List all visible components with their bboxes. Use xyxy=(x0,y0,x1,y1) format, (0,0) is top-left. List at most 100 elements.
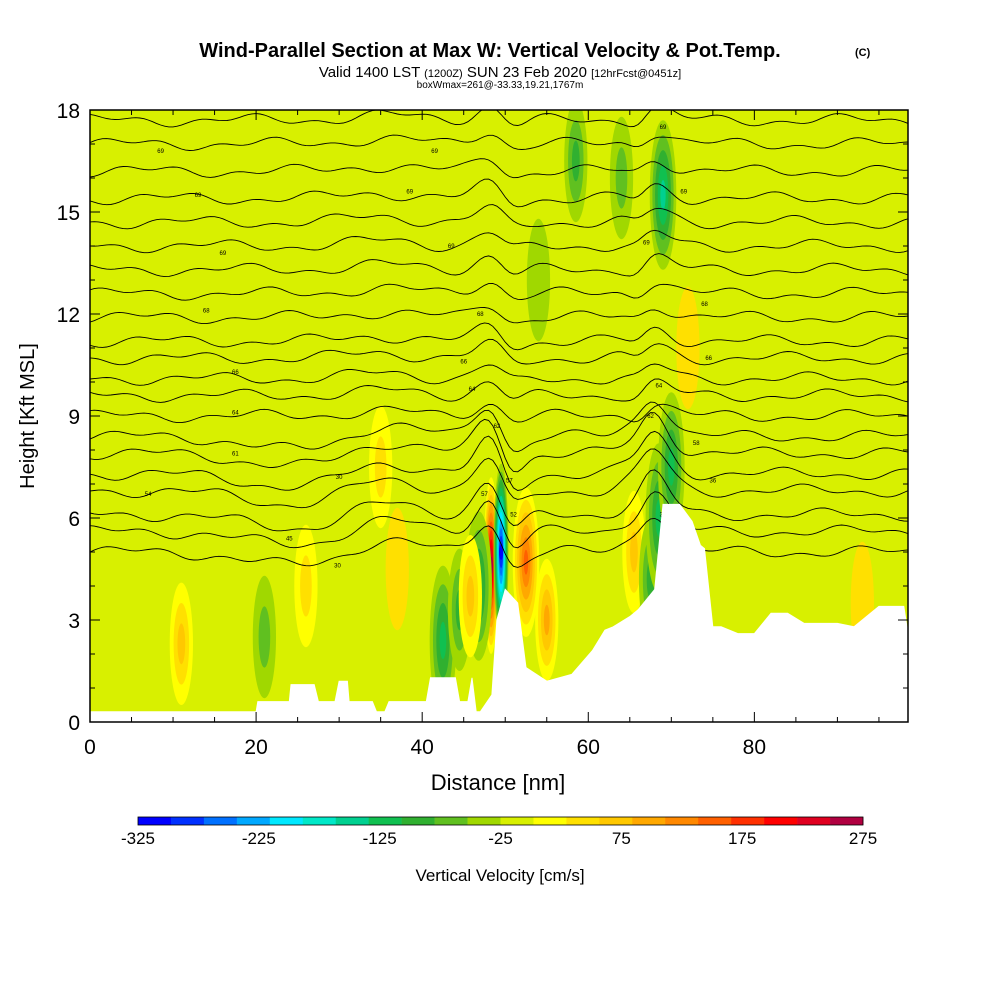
colorbar-swatch xyxy=(335,817,369,825)
theta-contour xyxy=(90,282,908,301)
subtitle-zulu: (1200Z) xyxy=(424,68,463,80)
velocity-band xyxy=(374,436,387,498)
theta-contour xyxy=(90,253,908,278)
theta-contour xyxy=(90,178,908,208)
velocity-band xyxy=(499,543,504,561)
velocity-band xyxy=(526,218,551,342)
contour-label: 54 xyxy=(145,492,152,498)
theta-contour xyxy=(90,430,908,491)
chart-subtitle-2: boxWmax=261@-33.33,19.21,1767m xyxy=(417,80,584,91)
colorbar-swatch xyxy=(203,817,238,825)
colorbar-swatch xyxy=(731,817,765,825)
contour-label: 68 xyxy=(477,312,484,318)
theta-contour xyxy=(90,491,908,549)
contour-label: 68 xyxy=(203,309,210,315)
theta-contour xyxy=(90,517,908,568)
subtitle-date: SUN 23 Feb 2020 xyxy=(467,64,587,81)
contour-label: 57 xyxy=(506,479,513,485)
colorbar-tick-label: 75 xyxy=(612,829,631,848)
colorbar-swatch xyxy=(500,817,534,825)
velocity-band xyxy=(543,604,550,636)
velocity-cell xyxy=(458,535,482,658)
colorbar-swatch xyxy=(467,817,501,825)
theta-contour xyxy=(90,110,908,128)
colorbar-tick-label: -125 xyxy=(363,829,397,848)
x-axis: 0 20 40 60 80 xyxy=(84,110,880,759)
velocity-cell xyxy=(252,575,277,699)
velocity-cell xyxy=(609,116,634,240)
velocity-band xyxy=(523,549,529,575)
velocity-band xyxy=(300,555,312,617)
contour-label: 52 xyxy=(510,513,517,519)
colorbar-swatch xyxy=(170,817,205,825)
colorbar-label: Vertical Velocity [cm/s] xyxy=(415,866,584,885)
contour-label: 64 xyxy=(232,411,239,417)
y-tick-label: 9 xyxy=(68,406,80,429)
colorbar-swatch xyxy=(236,817,271,825)
x-tick-label: 80 xyxy=(743,736,766,759)
theta-contour xyxy=(90,307,908,325)
theta-contour xyxy=(90,448,908,509)
chart-title: Wind-Parallel Section at Max W: Vertical… xyxy=(199,40,780,62)
velocity-cell xyxy=(369,405,393,529)
theta-contour xyxy=(90,322,908,351)
y-axis-label: Height [Kft MSL] xyxy=(17,343,39,489)
x-tick-label: 40 xyxy=(411,736,434,759)
title-mark: (C) xyxy=(855,47,871,59)
theta-contour xyxy=(90,338,908,366)
contour-label: 64 xyxy=(469,387,476,393)
contour-label: 62 xyxy=(494,424,501,430)
x-tick-label: 60 xyxy=(577,736,600,759)
contour-label: 36 xyxy=(709,479,716,485)
velocity-band xyxy=(439,621,447,660)
velocity-band xyxy=(615,147,628,209)
velocity-cell xyxy=(526,218,551,342)
velocity-band xyxy=(258,606,271,668)
velocity-band xyxy=(660,180,666,210)
colorbar-swatch xyxy=(830,817,864,825)
subtitle-valid: Valid 1400 LST xyxy=(319,64,420,81)
velocity-cell xyxy=(385,507,409,631)
colorbar-swatch xyxy=(632,817,666,825)
contour-label: 69 xyxy=(448,244,455,250)
velocity-cell xyxy=(535,558,559,682)
contour-label: 69 xyxy=(680,190,687,196)
colorbar: -325 -225 -125 -25 75 175 275 xyxy=(121,816,877,848)
colorbar-swatch xyxy=(434,817,468,825)
theta-contour xyxy=(90,412,908,473)
contour-label: 69 xyxy=(220,251,227,257)
colorbar-swatch xyxy=(269,817,304,825)
theta-contour xyxy=(90,229,908,254)
theta-contour xyxy=(90,401,908,453)
x-tick-label: 0 xyxy=(84,736,96,759)
velocity-band xyxy=(667,448,675,486)
theta-contour xyxy=(90,134,908,151)
theta-contours xyxy=(90,110,908,568)
colorbar-tick-label: -325 xyxy=(121,829,155,848)
colorbar-swatch xyxy=(368,817,402,825)
colorbar-swatch xyxy=(764,817,798,825)
contour-label: 69 xyxy=(660,125,667,131)
y-tick-label: 12 xyxy=(57,304,80,327)
y-tick-label: 6 xyxy=(68,508,80,531)
colorbar-swatch xyxy=(797,817,831,825)
contour-label: 69 xyxy=(643,241,650,247)
colorbar-swatch xyxy=(665,817,699,825)
y-tick-label: 15 xyxy=(57,202,80,225)
theta-contour xyxy=(90,363,908,386)
y-tick-label: 0 xyxy=(68,712,80,735)
theta-contour xyxy=(90,158,908,179)
colorbar-swatch xyxy=(401,817,435,825)
velocity-cell xyxy=(169,582,193,705)
velocity-band xyxy=(385,507,409,631)
colorbar-swatch xyxy=(138,817,172,825)
colorbar-swatch xyxy=(302,817,337,825)
contour-label: 66 xyxy=(705,356,712,362)
contour-label: 69 xyxy=(406,190,413,196)
contour-label: 69 xyxy=(431,149,438,155)
velocity-cell xyxy=(649,120,677,270)
colorbar-swatch xyxy=(698,817,732,825)
contour-label: 69 xyxy=(157,149,164,155)
